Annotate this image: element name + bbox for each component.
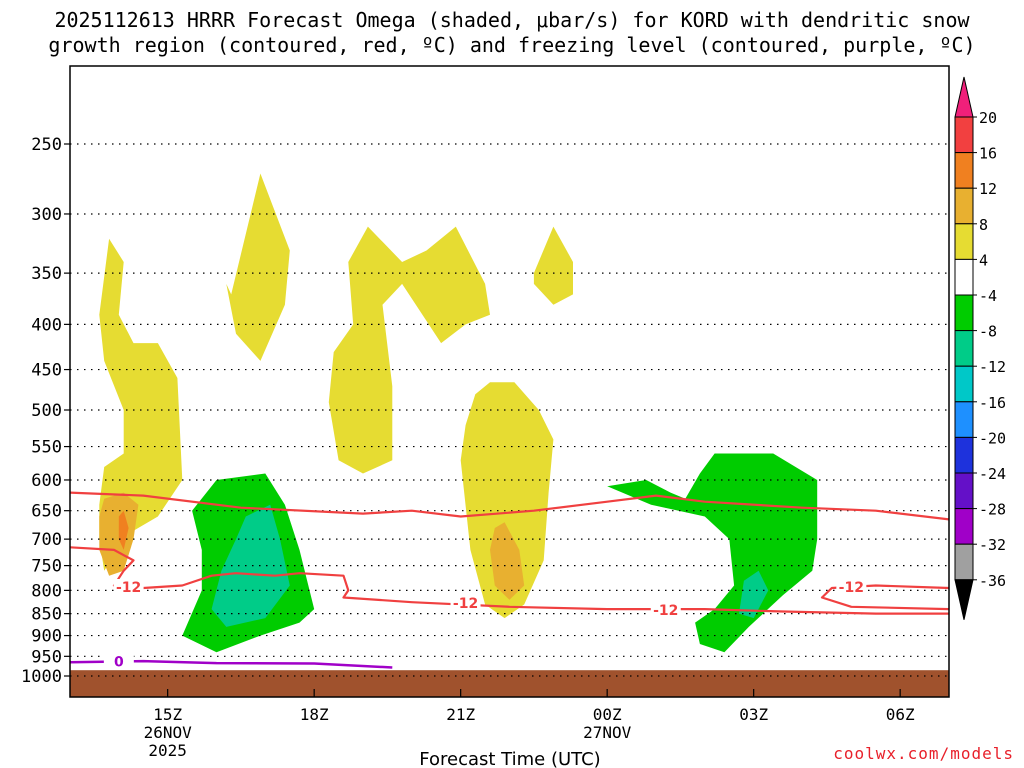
x-year-label-15Z: 2025	[148, 741, 187, 760]
colorbar-bin-5	[954, 258, 974, 296]
colorbar-bin-13	[954, 543, 974, 581]
x-tick-label-15Z: 15Z	[153, 705, 182, 724]
colorbar: 20 16 12 8 4 -4 -8 -12 -16 -20 -24 -28 -32 -36	[954, 76, 1006, 620]
chart-title-line1: 2025112613 HRRR Forecast Omega (shaded, …	[54, 8, 970, 32]
colorbar-label-4: 4	[979, 251, 988, 269]
omega-region-5	[533, 226, 573, 305]
dgz-label-1-bg	[113, 578, 144, 595]
colorbar-bin-6	[954, 294, 974, 332]
x-tick-label-18Z: 18Z	[300, 705, 329, 724]
colorbar-label-5: -4	[979, 287, 997, 305]
omega-region-10	[607, 453, 818, 653]
colorbar-bottom-arrow	[954, 579, 974, 620]
dgz-contour-2	[820, 584, 949, 611]
colorbar-label-7: -12	[979, 358, 1006, 376]
colorbar-bin-10	[954, 436, 974, 474]
freezing-level-label: 0	[114, 655, 124, 671]
y-tick-label-850: 850	[31, 605, 62, 625]
y-tick-label-600: 600	[31, 471, 62, 491]
colorbar-bin-7	[954, 330, 974, 367]
colorbar-bin-2	[954, 152, 974, 189]
omega-shading	[99, 173, 818, 653]
plot-frame	[69, 65, 950, 698]
colorbar-label-13: -36	[979, 572, 1006, 590]
dgz-label-3: -12	[653, 603, 678, 619]
colorbar-bin-11	[954, 472, 974, 510]
y-tick-label-700: 700	[31, 530, 62, 550]
y-tick-label-500: 500	[31, 401, 62, 421]
x-tick-label-00Z: 00Z	[593, 705, 622, 724]
dgz-label-2: -12	[453, 596, 478, 612]
colorbar-bin-12	[954, 508, 974, 545]
y-tick-label-750: 750	[31, 557, 62, 577]
colorbar-label-8: -16	[979, 394, 1006, 412]
omega-region-3	[226, 173, 290, 361]
contour-lines: -12 -12 -12 -12 0	[70, 491, 949, 671]
y-tick-label-650: 650	[31, 502, 62, 522]
x-date-label-15Z: 26NOV	[144, 723, 193, 742]
y-tick-label-800: 800	[31, 581, 62, 601]
y-tick-label-900: 900	[31, 627, 62, 647]
colorbar-label-6: -8	[979, 323, 997, 341]
freezing-level-label-bg	[103, 653, 134, 670]
colorbar-label-3: 8	[979, 216, 988, 234]
dgz-label-4: -12	[839, 580, 864, 596]
x-tick-label-21Z: 21Z	[446, 705, 475, 724]
y-axis: 2503003504004505005506006507007508008509…	[21, 135, 70, 687]
terrain-surface	[70, 670, 949, 697]
x-tick-label-03Z: 03Z	[739, 705, 768, 724]
omega-region-0	[99, 238, 183, 571]
y-tick-label-950: 950	[31, 647, 62, 667]
credit-text: coolwx.com/models	[833, 744, 1014, 763]
colorbar-top-arrow	[954, 76, 974, 118]
dgz-label-2-bg	[450, 595, 481, 612]
colorbar-bin-4	[954, 223, 974, 260]
dgz-label-3-bg	[650, 602, 681, 619]
dgz-label-1: -12	[116, 580, 141, 596]
omega-region-7	[490, 522, 525, 600]
chart-title-line2: growth region (contoured, red, ºC) and f…	[48, 33, 976, 57]
colorbar-bin-1	[954, 116, 974, 154]
colorbar-bin-8	[954, 365, 974, 403]
omega-region-2	[118, 510, 129, 550]
dgz-label-4-bg	[836, 578, 867, 595]
colorbar-label-10: -24	[979, 465, 1006, 483]
colorbar-bin-3	[954, 187, 974, 225]
y-tick-label-350: 350	[31, 264, 62, 284]
y-tick-label-250: 250	[31, 135, 62, 155]
colorbar-label-11: -28	[979, 501, 1006, 519]
omega-region-9	[211, 504, 290, 627]
omega-region-4	[328, 226, 490, 474]
y-tick-label-550: 550	[31, 438, 62, 458]
colorbar-label-1: 16	[979, 145, 997, 163]
x-axis-label: Forecast Time (UTC)	[419, 749, 600, 768]
colorbar-bin-9	[954, 401, 974, 438]
dgz-contour-0	[70, 491, 949, 521]
colorbar-label-9: -20	[979, 429, 1006, 447]
colorbar-label-2: 12	[979, 180, 997, 198]
y-tick-label-400: 400	[31, 315, 62, 335]
omega-region-6	[460, 382, 554, 619]
x-date-label-00Z: 27NOV	[583, 723, 632, 742]
colorbar-label-0: 20	[979, 109, 997, 127]
y-tick-label-300: 300	[31, 205, 62, 225]
x-tick-label-06Z: 06Z	[886, 705, 915, 724]
terrain-fill	[70, 670, 949, 697]
y-tick-label-1000: 1000	[21, 667, 62, 687]
y-tick-label-450: 450	[31, 361, 62, 381]
omega-region-11	[739, 570, 769, 619]
colorbar-label-12: -32	[979, 536, 1006, 554]
